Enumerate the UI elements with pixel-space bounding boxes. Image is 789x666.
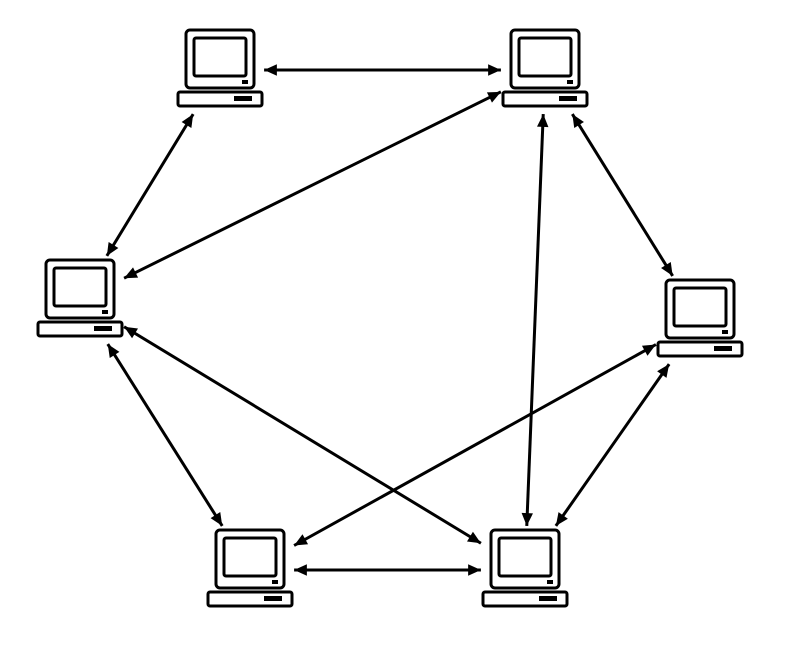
computer-node-icon <box>208 530 292 606</box>
computer-node-icon <box>503 30 587 106</box>
edge <box>124 327 481 543</box>
computer-node-icon <box>178 30 262 106</box>
edge <box>264 64 501 75</box>
edge <box>294 564 481 575</box>
computer-node-icon <box>658 280 742 356</box>
computer-node-icon <box>38 260 122 336</box>
edge <box>107 114 193 256</box>
edge <box>108 344 222 526</box>
computer-node-icon <box>483 530 567 606</box>
edge <box>124 92 501 278</box>
edges-layer <box>107 64 673 575</box>
edge <box>572 114 672 276</box>
network-diagram <box>0 0 789 666</box>
edge <box>556 364 669 526</box>
nodes-layer <box>38 30 742 606</box>
edge <box>294 345 656 546</box>
edge <box>522 114 549 526</box>
